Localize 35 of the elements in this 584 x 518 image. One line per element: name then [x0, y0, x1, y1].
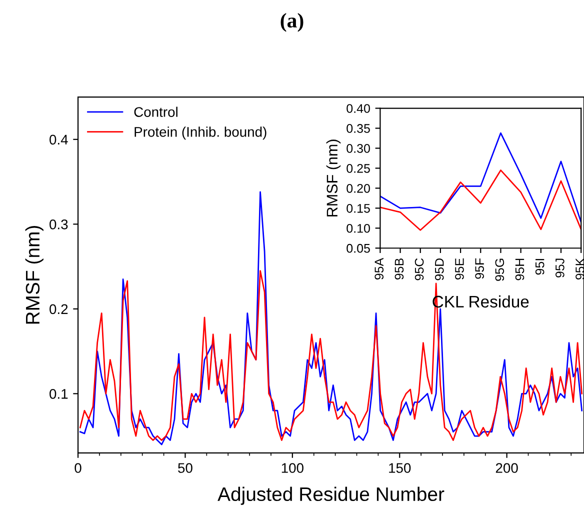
x-tick-label: 95H: [515, 258, 524, 280]
y-tick-label: 0.2: [50, 304, 68, 314]
x-tick-label: 95F: [475, 258, 484, 279]
legend-label: Control: [134, 106, 178, 117]
y-axis-title: RMSF (nm): [25, 226, 44, 324]
x-tick-label: 95I: [535, 258, 544, 275]
x-tick-label: 50: [178, 463, 192, 473]
x-tick-label: 95C: [414, 258, 424, 280]
x-axis-title: Adjusted Residue Number: [218, 486, 444, 505]
x-tick-label: 95B: [394, 258, 404, 280]
y-tick-label: 0.15: [346, 204, 370, 213]
y-tick-label: 0.4: [50, 134, 68, 145]
x-tick-label: 95G: [495, 258, 504, 281]
y-tick-label: 0.20: [346, 184, 370, 193]
x-tick-label: 95E: [455, 258, 464, 280]
y-tick-label: 0.05: [346, 244, 370, 253]
line-series: [380, 132, 582, 223]
x-tick-label: 100: [282, 463, 304, 473]
y-axis-title: RMSF (nm): [326, 140, 341, 216]
y-tick-label: 0.35: [346, 124, 370, 133]
legend-label: Protein (Inhib. bound): [134, 126, 266, 140]
x-tick-label: 95D: [434, 258, 444, 280]
y-tick-label: 0.40: [346, 104, 370, 113]
y-tick-label: 0.10: [346, 224, 370, 233]
x-tick-label: 200: [496, 463, 518, 473]
x-tick-label: 95J: [555, 258, 564, 278]
line-series: [380, 170, 582, 231]
y-tick-label: 0.30: [346, 144, 370, 153]
y-tick-label: 0.3: [50, 219, 68, 230]
x-tick-label: 150: [389, 463, 411, 473]
y-tick-label: 0.1: [50, 388, 68, 399]
chart-title: (a): [280, 12, 304, 32]
y-tick-label: 0.25: [346, 164, 370, 173]
x-tick-label: 0: [74, 463, 82, 473]
x-tick-label: 95A: [374, 258, 384, 280]
